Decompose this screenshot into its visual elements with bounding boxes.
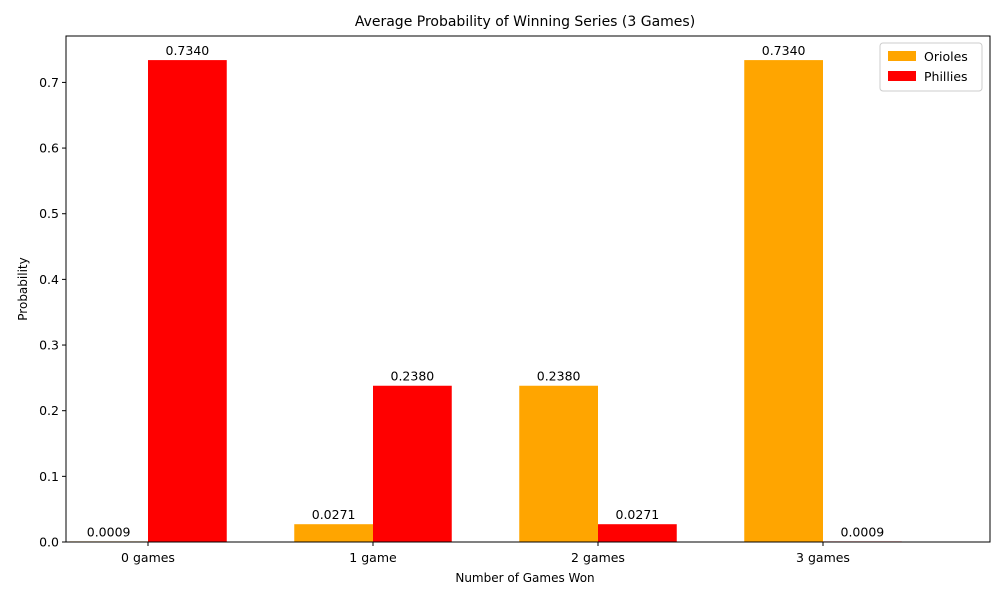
data-label-phillies-0: 0.7340 (166, 43, 210, 58)
data-label-orioles-1: 0.0271 (312, 507, 356, 522)
legend-label-phillies: Phillies (924, 69, 968, 84)
x-tick-label: 2 games (571, 550, 625, 565)
y-tick-label: 0.6 (39, 141, 59, 156)
legend-swatch-phillies (888, 71, 916, 81)
data-label-orioles-2: 0.2380 (537, 369, 581, 384)
chart-title: Average Probability of Winning Series (3… (355, 14, 695, 30)
plot-frame (65, 35, 991, 543)
data-label-phillies-3: 0.0009 (841, 524, 885, 539)
legend-label-orioles: Orioles (924, 49, 968, 64)
bar-orioles-3 (744, 60, 823, 542)
y-tick-label: 0.2 (39, 403, 59, 418)
bar-phillies-0 (148, 60, 227, 542)
bar-orioles-2 (519, 385, 598, 542)
data-label-phillies-1: 0.2380 (391, 369, 435, 384)
legend-swatch-orioles (888, 51, 916, 61)
bar-phillies-2 (598, 524, 677, 542)
data-label-orioles-0: 0.0009 (87, 524, 131, 539)
y-tick-label: 0.7 (39, 75, 59, 90)
y-tick-label: 0.1 (39, 469, 59, 484)
y-tick-label: 0.3 (39, 338, 59, 353)
legend: Orioles Phillies (879, 42, 983, 92)
x-tick-label: 3 games (796, 550, 850, 565)
bar-orioles-1 (294, 524, 373, 542)
y-tick-label: 0.0 (39, 535, 59, 550)
y-tick-label: 0.5 (39, 206, 59, 221)
x-tick-label: 0 games (121, 550, 175, 565)
bar-phillies-1 (373, 385, 452, 542)
data-label-orioles-3: 0.7340 (762, 43, 806, 58)
y-tick-label: 0.4 (39, 272, 59, 287)
x-axis-label: Number of Games Won (455, 571, 594, 585)
data-label-phillies-2: 0.0271 (616, 507, 660, 522)
y-axis-label: Probability (16, 257, 30, 320)
x-tick-label: 1 game (349, 550, 397, 565)
